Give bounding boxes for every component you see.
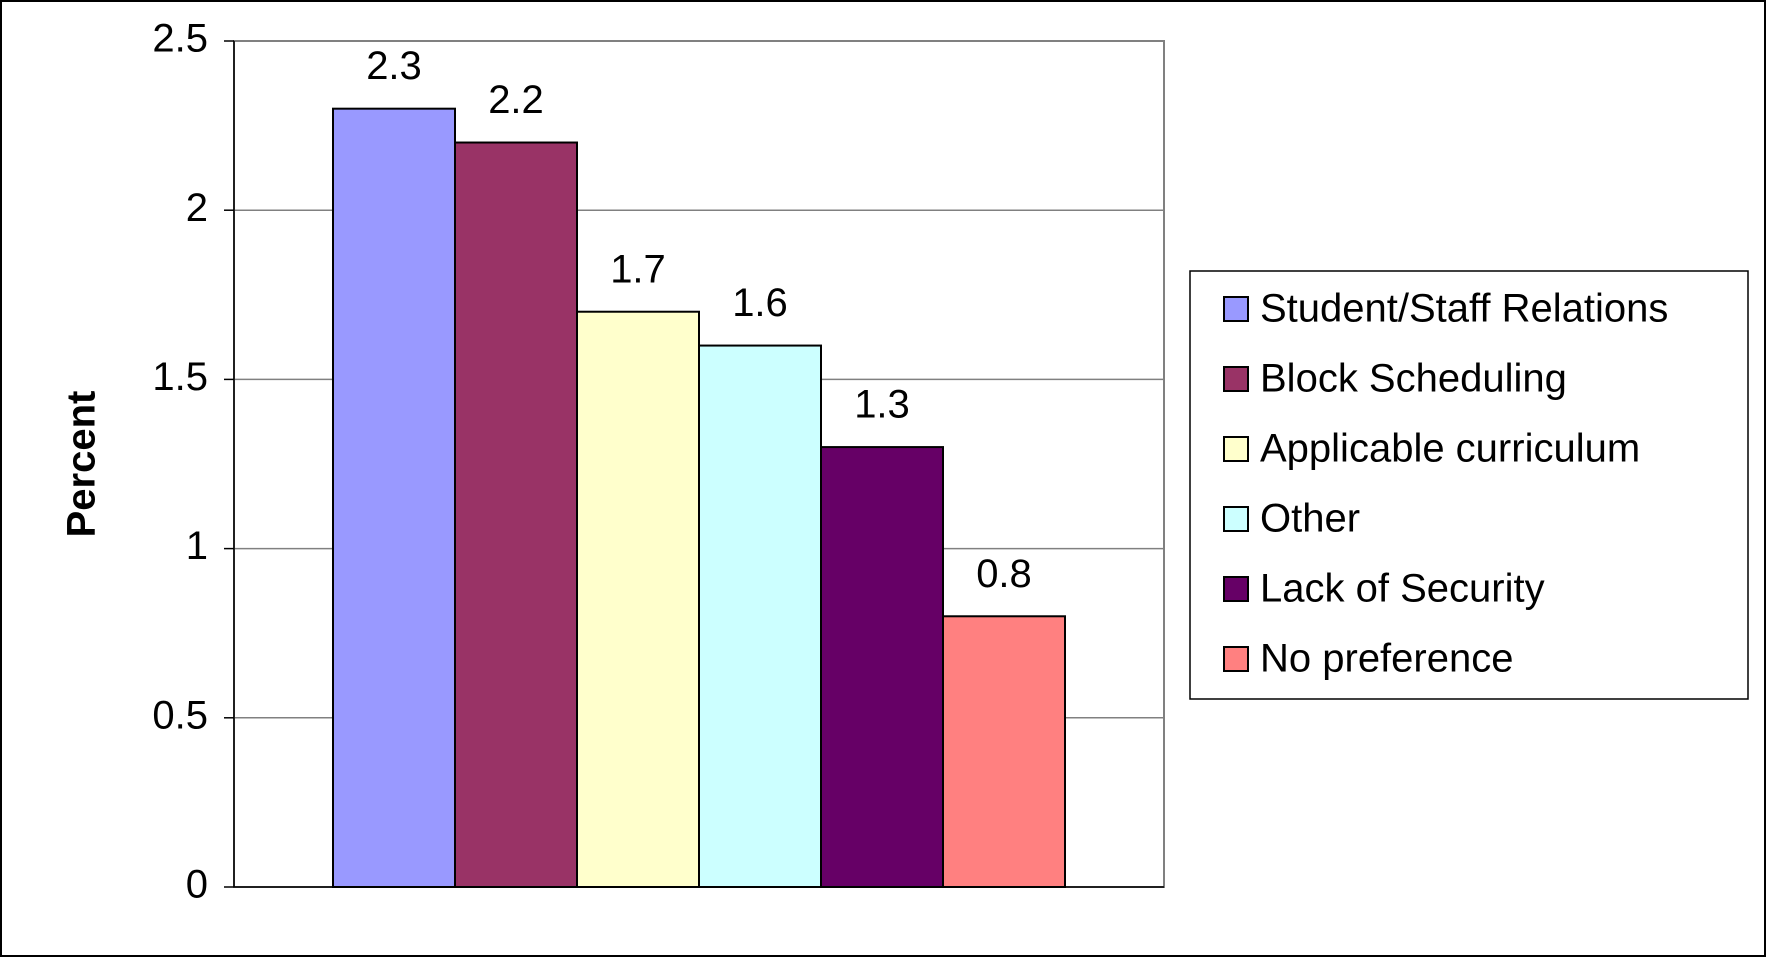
bar [576,310,700,889]
y-axis-label: Percent [60,391,104,538]
legend-swatch [1223,646,1249,672]
legend-label: Applicable curriculum [1260,427,1640,471]
y-tick-label: 1 [186,524,208,568]
legend-swatch [1223,576,1249,602]
legend-swatch [1223,296,1249,322]
y-tick-label: 0 [186,863,208,907]
legend-label: Block Scheduling [1260,357,1567,401]
data-label: 1.7 [610,247,666,291]
legend-label: Other [1260,497,1360,541]
data-label: 0.8 [976,552,1032,596]
legend-swatch [1223,436,1249,462]
legend-swatch [1223,506,1249,532]
legend-label: Lack of Security [1260,567,1545,611]
bar [942,615,1066,889]
data-label: 2.2 [488,78,544,122]
data-label: 2.3 [366,44,422,88]
y-tick-label: 2.5 [152,17,208,61]
bar [454,141,578,888]
y-tick-label: 0.5 [152,693,208,737]
legend-label: Student/Staff Relations [1260,287,1668,331]
bar [820,446,944,888]
y-tick-label: 2 [186,186,208,230]
y-tick-label: 1.5 [152,355,208,399]
legend-swatch [1223,366,1249,392]
legend-box [1189,270,1749,700]
data-label: 1.3 [854,383,910,427]
bar [332,107,456,889]
bar [698,344,822,888]
data-label: 1.6 [732,281,788,325]
legend-label: No preference [1260,637,1513,681]
